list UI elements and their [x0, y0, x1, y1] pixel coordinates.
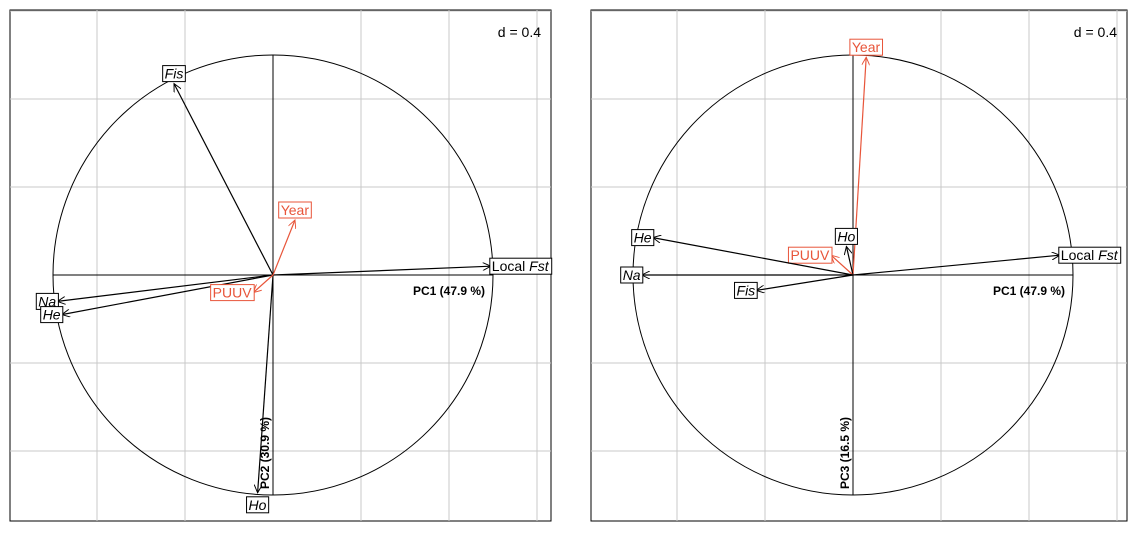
arrow-label-text-year: Year [852, 39, 881, 55]
arrow-label-box-he [40, 306, 64, 324]
arrow-label-ho: Ho [246, 496, 270, 514]
arrow-label-fis: Fis [734, 281, 758, 299]
arrow-label-box-year [849, 38, 884, 56]
arrow-label-text-fis: Fis [165, 66, 184, 82]
grid-lines [10, 10, 551, 521]
arrow-label-box-ho [246, 496, 270, 514]
arrow-label-text-local-fst: Local Fst [492, 258, 550, 274]
arrow-local-fst [272, 266, 491, 276]
arrow-puuv [831, 255, 854, 276]
x-axis-label: PC1 (47.9 %) [413, 284, 485, 298]
y-axis-label: PC3 (16.5 %) [838, 417, 852, 489]
arrow-label-text-puuv: PUUV [790, 247, 830, 263]
arrow-label-na: Na [35, 292, 59, 310]
arrow-label-fis: Fis [162, 65, 186, 83]
arrow-label-text-ho: Ho [837, 228, 855, 244]
arrow-label-box-local-fst [1058, 246, 1122, 264]
arrow-label-box-na [620, 266, 644, 284]
arrow-label-local-fst: Local Fst [1058, 246, 1122, 264]
arrow-ho [258, 274, 274, 493]
arrow-fis [173, 84, 274, 276]
arrow-puuv [253, 274, 274, 293]
arrow-label-box-fis [734, 281, 758, 299]
arrow-he [62, 274, 274, 315]
arrow-na [57, 274, 274, 301]
arrow-label-text-he: He [43, 307, 61, 323]
arrow-label-year: Year [849, 38, 884, 56]
arrow-label-text-local-fst: Local Fst [1061, 247, 1119, 263]
panel-2: d = 0.4 PC1 (47.9 %) PC3 (16.5 %) Year Ho PUU… [590, 9, 1128, 522]
arrow-label-puuv: PUUV [787, 246, 833, 264]
arrow-label-ho: Ho [834, 227, 858, 245]
arrow-label-he: He [40, 306, 64, 324]
arrow-label-puuv: PUUV [210, 284, 255, 302]
arrow-label-text-year: Year [281, 202, 310, 218]
d-scale-label: d = 0.4 [1074, 24, 1117, 40]
grid-lines [591, 10, 1127, 521]
arrow-label-box-year [278, 201, 312, 219]
arrow-label-text-na: Na [38, 293, 56, 309]
arrow-label-box-ho [834, 227, 858, 245]
panel-frame [590, 9, 1128, 522]
x-axis-label: PC1 (47.9 %) [993, 284, 1065, 298]
arrow-label-text-puuv: PUUV [213, 285, 253, 301]
arrow-he [653, 238, 854, 276]
arrow-year [272, 220, 295, 276]
arrow-label-box-he [631, 229, 655, 247]
arrow-ho [846, 246, 854, 276]
arrow-label-box-local-fst [489, 257, 553, 275]
arrow-label-text-na: Na [623, 267, 641, 283]
arrow-label-na: Na [620, 266, 644, 284]
arrow-label-box-fis [162, 65, 186, 83]
panel-frame [9, 9, 552, 522]
arrow-fis [756, 274, 854, 290]
arrow-local-fst [852, 255, 1060, 276]
d-scale-label: d = 0.4 [498, 24, 541, 40]
arrow-label-text-ho: Ho [249, 497, 267, 513]
arrow-label-he: He [631, 229, 655, 247]
arrow-label-local-fst: Local Fst [489, 257, 553, 275]
arrow-label-box-puuv [787, 246, 833, 264]
arrow-label-text-fis: Fis [737, 282, 756, 298]
arrow-label-box-puuv [210, 284, 255, 302]
arrow-label-year: Year [278, 201, 312, 219]
arrow-label-text-he: He [634, 230, 652, 246]
